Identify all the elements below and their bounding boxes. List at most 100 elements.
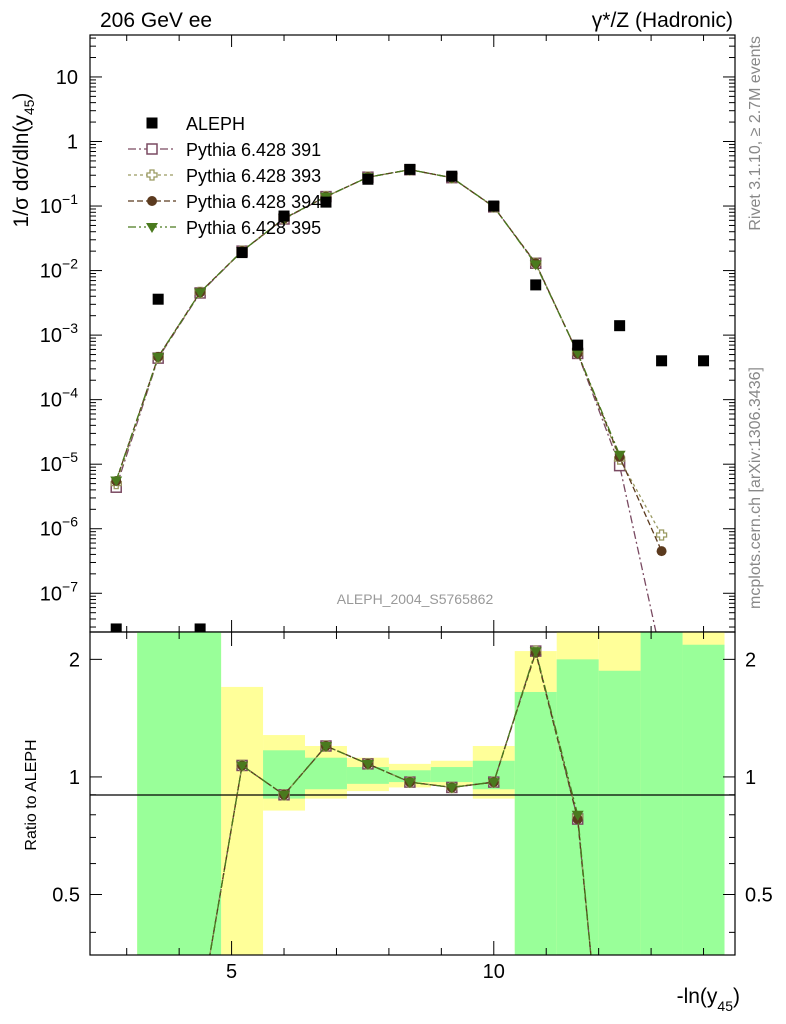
top-y-tick-exponent: −4 <box>62 385 78 401</box>
top-ylabel-sub: 45 <box>21 99 37 115</box>
band-green <box>514 691 557 955</box>
top-y-tick-base: 10 <box>40 390 62 412</box>
top-y-tick-base: 10 <box>56 67 78 89</box>
aleph-data-point <box>698 355 710 367</box>
ratio-point <box>278 790 291 801</box>
top-y-tick-exponent: −6 <box>62 514 78 530</box>
legend-marker-aleph <box>146 117 158 129</box>
top-y-tick-base: 10 <box>40 583 62 605</box>
mc-series-point <box>656 546 667 557</box>
uncertainty-bands <box>137 632 725 955</box>
top-ylabel-close: ) <box>10 93 33 100</box>
top-y-tick-label: 10−7 <box>40 578 78 605</box>
bottom-xlabel-main: -ln(y <box>677 985 718 1008</box>
band-green <box>430 767 473 783</box>
ratio-point <box>529 647 542 658</box>
aleph-data-point <box>110 623 122 632</box>
top-y-tick-exponent: −2 <box>62 256 78 272</box>
legend-label: Pythia 6.428 394 <box>186 192 321 212</box>
bottom-y-tick-label-right: 1 <box>745 767 756 789</box>
top-y-tick-label: 10−6 <box>40 514 78 541</box>
top-y-tick-base: 10 <box>40 261 62 283</box>
ratio-point <box>236 761 249 772</box>
mc-series-point <box>152 352 165 363</box>
band-green <box>640 632 683 955</box>
legend-label: Pythia 6.428 391 <box>186 140 321 160</box>
mc-series-line <box>115 169 657 632</box>
aleph-data-point <box>278 210 290 222</box>
bottom-y-tick-label: 0.5 <box>52 885 80 907</box>
top-ylabel: 1/σ dσ/dln(y45) <box>10 93 37 228</box>
analysis-watermark: ALEPH_2004_S5765862 <box>337 591 494 607</box>
top-y-tick-label: 10−1 <box>40 191 78 218</box>
bottom-axis-ticks: 0.5 0.5 1 1 2 2 5 10 <box>52 632 773 983</box>
bottom-x-tick-label: 5 <box>226 961 237 983</box>
ratio-series-layer <box>209 645 592 955</box>
mc-series-point <box>571 348 584 359</box>
ratio-point <box>361 759 374 770</box>
mc-series-point <box>194 288 207 299</box>
top-series-layer <box>110 163 668 632</box>
legend-marker <box>147 196 157 206</box>
ratio-point <box>403 778 416 789</box>
mcplots-label: mcplots.cern.ch [arXiv:1306.3436] <box>747 367 764 609</box>
top-y-tick-label: 1 <box>67 131 78 153</box>
legend-label-aleph: ALEPH <box>186 114 245 134</box>
ratio-point <box>571 810 584 821</box>
ratio-point <box>319 742 332 753</box>
legend-label: Pythia 6.428 395 <box>186 218 321 238</box>
legend-marker <box>146 223 158 233</box>
ratio-point <box>445 783 458 794</box>
rivet-label: Rivet 3.1.10, ≥ 2.7M events <box>747 36 764 231</box>
legend-marker <box>146 143 158 155</box>
top-y-tick-base: 10 <box>40 196 62 218</box>
legend: ALEPH Pythia 6.428 391 Pythia 6.428 393 Pyt… <box>128 114 321 238</box>
top-axis-ticks <box>90 35 735 632</box>
top-y-tick-exponent: −7 <box>62 578 78 594</box>
top-y-tick-label: 10−5 <box>40 449 78 476</box>
bottom-y-tick-label-right: 2 <box>745 649 756 671</box>
bottom-y-tick-label: 1 <box>69 767 80 789</box>
bottom-xlabel: -ln(y45) <box>677 985 740 1014</box>
top-y-tick-exponent: −1 <box>62 191 78 207</box>
legend-label: Pythia 6.428 393 <box>186 166 321 186</box>
top-y-tick-base: 10 <box>40 454 62 476</box>
top-ylabel-main: 1/σ dσ/dln(y <box>10 115 33 228</box>
band-green <box>137 632 222 955</box>
top-y-tick-label: 10−2 <box>40 256 78 283</box>
bottom-xlabel-sub: 45 <box>717 998 733 1014</box>
top-y-tick-exponent: −5 <box>62 449 78 465</box>
aleph-data-point <box>488 200 500 212</box>
bottom-y-tick-label-right: 0.5 <box>745 885 773 907</box>
bottom-ylabel: Ratio to ALEPH <box>23 739 40 850</box>
aleph-data-point <box>320 196 332 208</box>
top-y-tick-base: 1 <box>67 131 78 153</box>
ratio-point <box>487 778 500 789</box>
aleph-data-point <box>614 320 626 332</box>
band-green <box>346 767 389 784</box>
band-yellow <box>221 686 264 955</box>
aleph-data-point <box>152 293 164 305</box>
top-y-tick-label: 10 <box>56 67 78 89</box>
band-green <box>682 644 725 955</box>
legend-marker <box>146 169 158 181</box>
band-green <box>388 770 431 783</box>
aleph-data-layer <box>110 163 710 632</box>
bottom-y-tick-label: 2 <box>69 649 80 671</box>
top-y-tick-label: 10−3 <box>40 320 78 347</box>
header-left-label: 206 GeV ee <box>100 9 212 32</box>
mc-series-line <box>115 169 621 481</box>
aleph-data-point <box>236 247 248 259</box>
bottom-panel-frame <box>89 631 736 956</box>
top-y-tick-base: 10 <box>40 519 62 541</box>
aleph-data-point <box>404 163 416 175</box>
mc-series-point <box>655 529 668 541</box>
mc-series-point <box>613 450 626 461</box>
aleph-data-point <box>194 623 206 632</box>
aleph-data-point <box>446 170 458 182</box>
mc-series-point <box>110 476 123 487</box>
aleph-data-point <box>362 173 374 185</box>
mc-series-point <box>529 260 542 271</box>
band-green <box>556 659 599 955</box>
